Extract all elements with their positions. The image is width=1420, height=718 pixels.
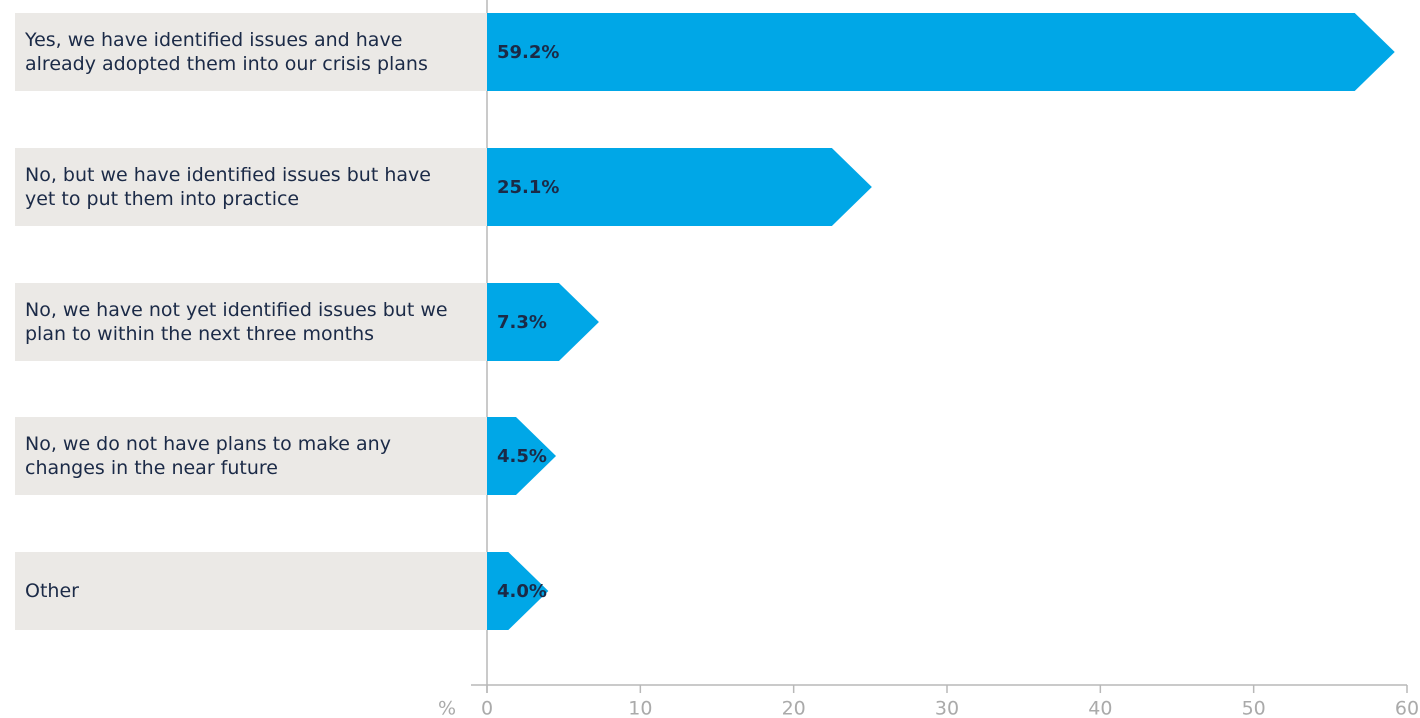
- x-axis-label: %: [438, 698, 456, 718]
- x-tick-label: 40: [1088, 698, 1112, 718]
- category-label: No, we have not yet identified issues bu…: [25, 299, 448, 345]
- category-label: Other: [25, 580, 79, 602]
- value-label: 4.0%: [497, 581, 547, 602]
- x-tick-label: 30: [935, 698, 959, 718]
- bar: [487, 552, 549, 630]
- category-label-box: Other: [15, 552, 487, 630]
- category-label-box: No, we do not have plans to make any cha…: [15, 417, 487, 495]
- x-tick-label: 60: [1395, 698, 1419, 718]
- bar: [487, 148, 872, 226]
- value-label: 4.5%: [497, 446, 547, 467]
- bar: [487, 417, 556, 495]
- category-label-box: No, we have not yet identified issues bu…: [15, 283, 487, 361]
- x-tick-label: 10: [628, 698, 652, 718]
- bar: [487, 283, 599, 361]
- category-label: No, but we have identified issues but ha…: [25, 164, 431, 210]
- value-label: 7.3%: [497, 312, 547, 333]
- category-label: Yes, we have identified issues and have …: [25, 29, 428, 75]
- value-label: 25.1%: [497, 177, 559, 198]
- x-tick-label: 50: [1242, 698, 1266, 718]
- category-label-box: No, but we have identified issues but ha…: [15, 148, 487, 226]
- category-label-box: Yes, we have identified issues and have …: [15, 13, 487, 91]
- bar: [487, 13, 1395, 91]
- category-label: No, we do not have plans to make any cha…: [25, 433, 391, 479]
- x-tick-label: 20: [782, 698, 806, 718]
- value-label: 59.2%: [497, 42, 559, 63]
- x-tick-label: 0: [481, 698, 493, 718]
